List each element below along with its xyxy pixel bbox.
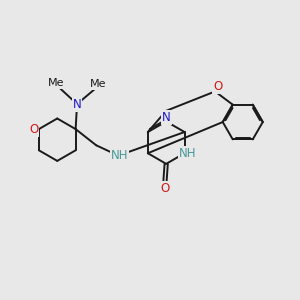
Text: O: O [160, 182, 169, 195]
Text: O: O [29, 123, 38, 136]
Text: Me: Me [48, 78, 65, 88]
Text: Me: Me [89, 79, 106, 89]
Text: N: N [162, 111, 171, 124]
Text: NH: NH [111, 149, 128, 162]
Text: O: O [213, 80, 223, 93]
Text: NH: NH [179, 147, 197, 160]
Text: N: N [73, 98, 82, 111]
